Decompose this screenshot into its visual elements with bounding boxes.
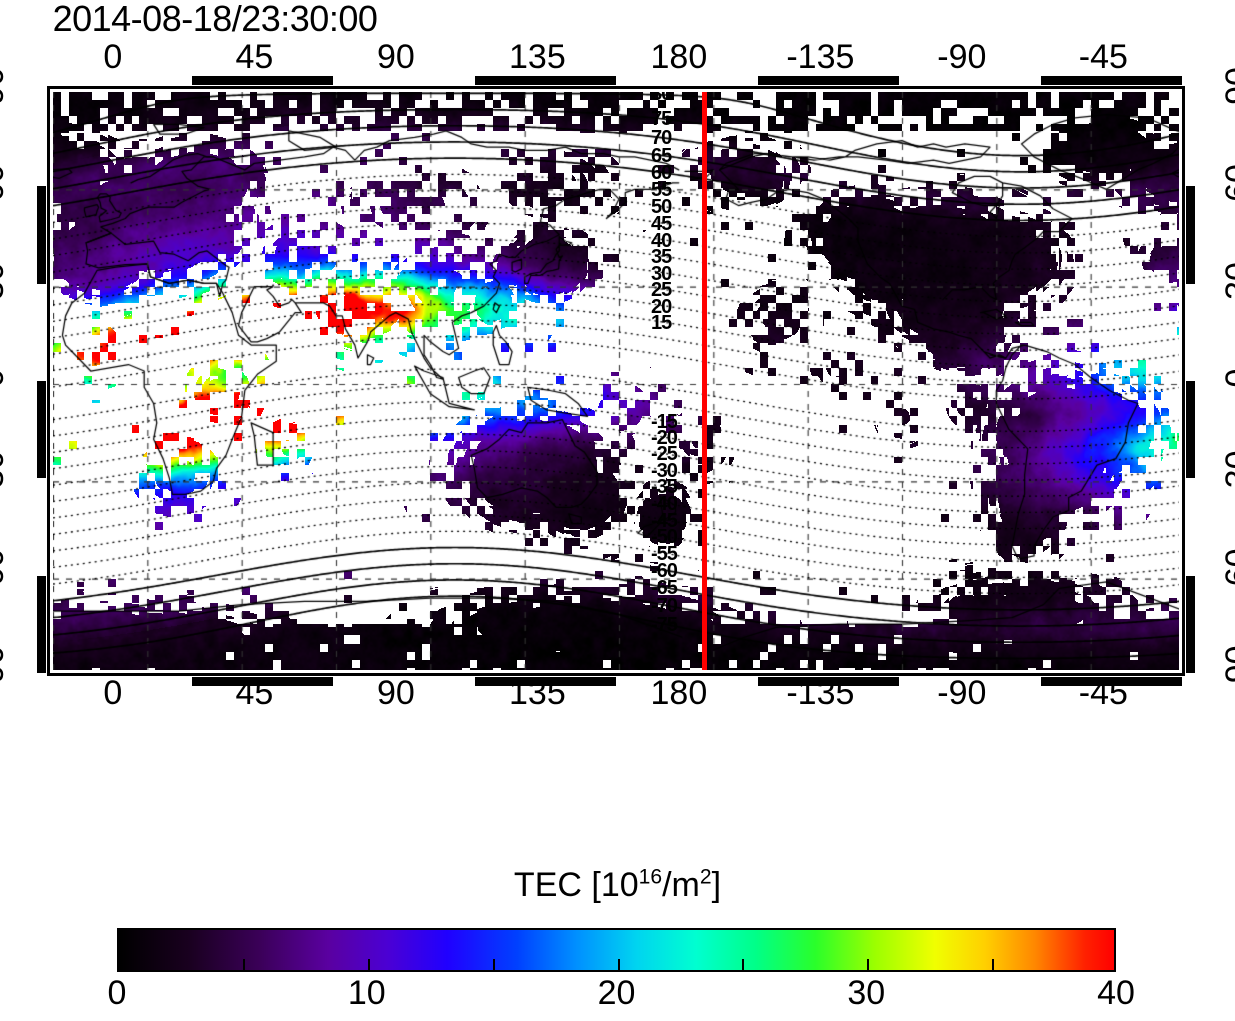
magnetic-latitude-label-25: 25	[651, 279, 672, 302]
y-axis-tick-label-right-6: -90	[1219, 645, 1235, 695]
axis-band-top-5	[757, 76, 899, 85]
tec-map-plot: 80 75 70 65 60 55 50 45 40 35 30 25 20 15 -15 -20 -25 -30…	[47, 86, 1185, 676]
x-axis-tick-label-top-3: 135	[509, 38, 566, 76]
magnetic-latitude-label--60: -60	[651, 560, 678, 583]
x-axis-tick-label-top-6: -90	[937, 38, 987, 76]
magnetic-latitude-label--40: -40	[651, 493, 678, 515]
magnetic-latitude-label--25: -25	[651, 443, 678, 466]
magnetic-latitude-label--50: -50	[651, 526, 678, 549]
magnetic-latitude-label--75: -75	[651, 614, 678, 637]
y-axis-tick-label-left-6: -90	[0, 645, 11, 695]
y-axis-tick-label-right-2: 30	[1219, 261, 1235, 300]
axis-band-left-3	[37, 381, 46, 479]
x-axis-tick-label-top-1: 45	[235, 38, 274, 76]
magnetic-latitude-label-40: 40	[651, 229, 672, 252]
x-axis-tick-label-bot-6: -90	[937, 674, 987, 712]
colorbar-tick-label-1: 10	[347, 974, 386, 1012]
magnetic-latitude-label-75: 75	[651, 108, 672, 131]
colorbar-title: TEC [1016/m2]	[0, 866, 1235, 905]
colorbar-tick-5	[242, 959, 245, 970]
colorbar-tick-35	[992, 959, 995, 970]
magnetic-latitude-contour-layer	[53, 92, 1179, 670]
colorbar-tick-label-3: 30	[847, 974, 886, 1012]
plot-frame: 80 75 70 65 60 55 50 45 40 35 30 25 20 15 -15 -20 -25 -30…	[47, 86, 1185, 676]
axis-band-bottom-1	[191, 677, 333, 686]
x-axis-tick-label-top-5: -135	[786, 38, 855, 76]
magnetic-latitude-label--70: -70	[651, 595, 678, 618]
y-axis-tick-label-right-4: -30	[1219, 450, 1235, 500]
colorbar-gradient	[117, 928, 1116, 972]
colorbar-tick-label-4: 40	[1097, 974, 1135, 1012]
axis-band-left-1	[37, 186, 46, 284]
y-axis-tick-label-left-4: -30	[0, 450, 11, 500]
y-axis-tick-label-left-5: -60	[0, 548, 11, 598]
axis-band-right-1	[1186, 186, 1195, 284]
magnetic-latitude-label-80: 80	[651, 92, 672, 106]
y-axis-tick-label-right-0: 90	[1219, 67, 1235, 105]
magnetic-latitude-label-50: 50	[651, 196, 672, 219]
axis-band-left-5	[37, 575, 46, 673]
x-axis-tick-label-bot-2: 90	[376, 674, 415, 712]
colorbar-tick-label-2: 20	[597, 974, 636, 1012]
y-axis-tick-label-left-2: 30	[0, 261, 11, 300]
magnetic-meridian-line	[701, 92, 707, 670]
colorbar-tick-label-0: 0	[107, 974, 127, 1012]
page-title: 2014-08-18/23:30:00	[52, 0, 378, 39]
magnetic-latitude-label-70: 70	[651, 127, 672, 150]
x-axis-tick-label-top-0: 0	[103, 38, 123, 76]
colorbar-exponent-2: 2	[699, 865, 712, 889]
axis-band-top-1	[191, 76, 333, 85]
y-axis-tick-label-right-3: 0	[1219, 333, 1235, 423]
magnetic-latitude-label-20: 20	[651, 295, 672, 318]
magnetic-latitude-label-15: 15	[651, 311, 672, 334]
x-axis-tick-label-top-7: -45	[1078, 38, 1128, 76]
axis-band-bottom-3	[474, 677, 616, 686]
magnetic-latitude-label-60: 60	[651, 162, 672, 185]
magnetic-latitude-label--35: -35	[651, 476, 678, 499]
x-axis-tick-label-top-2: 90	[376, 38, 415, 76]
colorbar-title-end: ]	[711, 866, 722, 904]
x-axis-tick-label-bot-0: 0	[103, 674, 123, 712]
x-axis-tick-label-top-4: 180	[650, 38, 708, 76]
magnetic-latitude-label--55: -55	[651, 543, 678, 566]
magnetic-latitude-label--45: -45	[651, 509, 678, 532]
colorbar-tick-20	[617, 959, 620, 970]
y-axis-tick-label-right-1: 60	[1219, 164, 1235, 203]
magnetic-latitude-label-35: 35	[651, 246, 672, 269]
magnetic-latitude-label--30: -30	[651, 459, 678, 482]
y-axis-tick-label-left-3: 0	[0, 333, 11, 423]
magnetic-latitude-label-65: 65	[651, 145, 672, 168]
colorbar-tick-10	[367, 959, 370, 970]
colorbar[interactable]	[117, 928, 1116, 972]
axis-band-bottom-7	[1040, 677, 1182, 686]
magnetic-latitude-label--20: -20	[651, 426, 678, 449]
x-axis-tick-label-bot-4: 180	[650, 674, 708, 712]
magnetic-latitude-label-45: 45	[651, 212, 672, 235]
axis-band-top-7	[1040, 76, 1182, 85]
y-axis-tick-label-left-0: 90	[0, 67, 11, 105]
axis-band-right-5	[1186, 575, 1195, 673]
y-axis-tick-label-left-1: 60	[0, 164, 11, 203]
axis-band-top-3	[474, 76, 616, 85]
y-axis-tick-label-right-5: -60	[1219, 548, 1235, 598]
colorbar-tick-25	[742, 959, 745, 970]
magnetic-latitude-label-55: 55	[651, 179, 672, 202]
axis-band-right-3	[1186, 381, 1195, 479]
colorbar-tick-15	[492, 959, 495, 970]
colorbar-exponent-16: 16	[638, 865, 663, 889]
map-clip-area: 80 75 70 65 60 55 50 45 40 35 30 25 20 15 -15 -20 -25 -30…	[53, 92, 1179, 670]
magnetic-latitude-label--65: -65	[651, 577, 678, 600]
magnetic-latitude-label--15: -15	[651, 410, 678, 433]
colorbar-tick-30	[867, 959, 870, 970]
colorbar-title-tail: /m	[662, 866, 700, 904]
axis-band-bottom-5	[757, 677, 899, 686]
magnetic-latitude-label-30: 30	[651, 262, 672, 285]
colorbar-title-text: TEC [10	[513, 866, 639, 904]
